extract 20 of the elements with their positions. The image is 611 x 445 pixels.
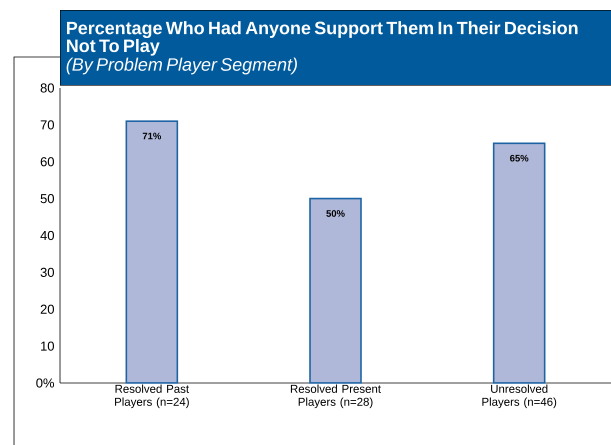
data-label: 71% [142, 132, 162, 140]
y-tick-label: 70 [40, 120, 54, 130]
y-tick-label: 50 [40, 194, 54, 204]
chart-title: Percentage Who Had Anyone Support Them In Their Decision Not To Play [67, 21, 578, 56]
y-tick-label: 20 [40, 304, 54, 314]
data-label: 65% [510, 154, 528, 162]
data-label: 50% [326, 210, 345, 217]
bar [309, 198, 362, 384]
chart-subtitle: (By Problem Player Segment) [66, 58, 297, 74]
y-tick-label: 60 [40, 157, 54, 166]
x-tick-label: Unresolved Players (n=46) [482, 384, 556, 408]
y-tick-label: 30 [40, 268, 54, 277]
bar [126, 120, 178, 384]
x-tick-label: Resolved Past Players (n=24) [115, 384, 189, 408]
bar [492, 142, 546, 384]
y-tick-label: 80 [40, 83, 54, 93]
y-tick-label: 40 [40, 230, 54, 240]
y-tick-label: 0% [36, 378, 54, 388]
x-tick-label: Resolved Present Players (n=28) [290, 384, 381, 408]
y-tick-label: 10 [41, 342, 54, 351]
